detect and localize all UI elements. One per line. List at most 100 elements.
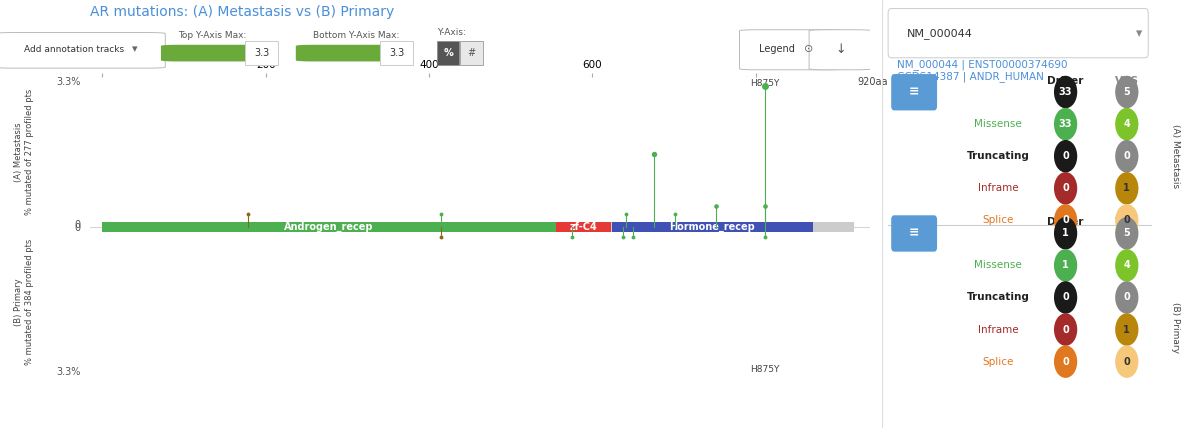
Text: 0: 0: [1062, 357, 1069, 367]
Text: 0: 0: [74, 220, 80, 230]
Text: Hormone_recep: Hormone_recep: [670, 222, 755, 232]
Bar: [557, 222, 611, 232]
Bar: [437, 42, 460, 65]
Text: Truncating: Truncating: [967, 151, 1030, 161]
Text: 0: 0: [1062, 292, 1069, 303]
Text: 0: 0: [1062, 324, 1069, 335]
Text: zf-C4: zf-C4: [570, 222, 598, 232]
Text: Add annotation tracks: Add annotation tracks: [24, 45, 125, 54]
Text: ↓: ↓: [835, 43, 846, 56]
Text: (A) Metastasis: (A) Metastasis: [1171, 124, 1181, 188]
Text: 0: 0: [74, 223, 80, 233]
Text: ≡: ≡: [908, 86, 919, 98]
Circle shape: [1115, 140, 1139, 172]
Text: Inframe: Inframe: [978, 183, 1019, 193]
Text: 5: 5: [1123, 228, 1130, 238]
Text: Splice: Splice: [983, 357, 1014, 367]
Text: 0: 0: [1123, 292, 1130, 303]
Text: 4: 4: [1123, 260, 1130, 270]
Circle shape: [1115, 204, 1139, 237]
Text: 33: 33: [1058, 119, 1073, 129]
FancyBboxPatch shape: [739, 30, 842, 70]
Text: NM_000044: NM_000044: [906, 28, 972, 39]
Text: VUS: VUS: [1115, 76, 1139, 86]
Text: 1: 1: [1062, 260, 1069, 270]
Text: #: #: [468, 48, 475, 57]
Circle shape: [1115, 76, 1139, 108]
Circle shape: [1115, 345, 1139, 378]
Text: 920aa: 920aa: [858, 77, 888, 87]
Bar: [461, 42, 482, 65]
Text: Legend: Legend: [758, 44, 794, 54]
Circle shape: [1054, 204, 1078, 237]
Circle shape: [1054, 76, 1078, 108]
Text: 0: 0: [1123, 215, 1130, 226]
Text: 33: 33: [1058, 87, 1073, 97]
Text: 3.3: 3.3: [389, 48, 404, 57]
Text: 0: 0: [1123, 151, 1130, 161]
FancyBboxPatch shape: [380, 42, 413, 65]
Text: Truncating: Truncating: [967, 292, 1030, 303]
Text: VUS: VUS: [1115, 217, 1139, 227]
Circle shape: [1054, 249, 1078, 282]
Text: (B) Primary: (B) Primary: [1171, 302, 1181, 353]
Text: 3.3: 3.3: [254, 48, 270, 57]
Text: ▾: ▾: [132, 44, 138, 54]
Text: CCDS14387 | ANDR_HUMAN: CCDS14387 | ANDR_HUMAN: [898, 71, 1044, 81]
Text: 3.3%: 3.3%: [56, 367, 80, 377]
Text: NM_000044 | ENST00000374690: NM_000044 | ENST00000374690: [898, 59, 1068, 70]
Circle shape: [1054, 281, 1078, 314]
Text: AR mutations: (A) Metastasis vs (B) Primary: AR mutations: (A) Metastasis vs (B) Prim…: [90, 5, 395, 19]
Text: ▾: ▾: [1136, 27, 1142, 40]
Circle shape: [1115, 249, 1139, 282]
Text: 1: 1: [1062, 228, 1069, 238]
Text: Missense: Missense: [974, 119, 1022, 129]
Text: 1: 1: [1123, 324, 1130, 335]
Circle shape: [1054, 140, 1078, 172]
Text: (A) Metastasis
% mutated of 277 profiled pts: (A) Metastasis % mutated of 277 profiled…: [14, 89, 34, 215]
Circle shape: [1115, 172, 1139, 205]
Text: 4: 4: [1123, 119, 1130, 129]
Circle shape: [1115, 217, 1139, 250]
Text: Inframe: Inframe: [978, 324, 1019, 335]
FancyBboxPatch shape: [892, 215, 937, 252]
Text: Splice: Splice: [983, 215, 1014, 226]
Text: 5: 5: [1123, 87, 1130, 97]
Text: %: %: [443, 48, 452, 57]
FancyBboxPatch shape: [0, 33, 166, 68]
Text: Y-Axis:: Y-Axis:: [437, 28, 466, 37]
Text: 0: 0: [1062, 151, 1069, 161]
Bar: [612, 222, 812, 232]
FancyBboxPatch shape: [295, 45, 396, 62]
Text: H875Y: H875Y: [750, 366, 779, 374]
Bar: [102, 222, 853, 232]
Circle shape: [1054, 108, 1078, 140]
FancyBboxPatch shape: [161, 45, 262, 62]
Text: Driver: Driver: [1048, 76, 1084, 86]
Text: ⊙: ⊙: [804, 44, 814, 54]
FancyBboxPatch shape: [809, 30, 871, 70]
Circle shape: [1054, 345, 1078, 378]
Text: Top Y-Axis Max:: Top Y-Axis Max:: [179, 31, 247, 40]
FancyBboxPatch shape: [892, 74, 937, 110]
Text: Androgen_recep: Androgen_recep: [284, 222, 373, 232]
Text: 1: 1: [1123, 183, 1130, 193]
Circle shape: [1054, 172, 1078, 205]
Circle shape: [1054, 217, 1078, 250]
Text: 0: 0: [1062, 215, 1069, 226]
Text: Missense: Missense: [974, 260, 1022, 270]
FancyBboxPatch shape: [888, 9, 1148, 58]
Text: 0: 0: [1123, 357, 1130, 367]
Text: (B) Primary
% mutated of 384 profiled pts: (B) Primary % mutated of 384 profiled pt…: [14, 239, 34, 365]
Circle shape: [1115, 281, 1139, 314]
Text: H875Y: H875Y: [750, 79, 779, 88]
Text: Driver: Driver: [1048, 217, 1084, 227]
Circle shape: [1115, 313, 1139, 346]
Text: Bottom Y-Axis Max:: Bottom Y-Axis Max:: [313, 31, 400, 40]
Text: 0: 0: [1062, 183, 1069, 193]
Text: ≡: ≡: [908, 227, 919, 240]
Bar: [102, 222, 556, 232]
Circle shape: [1115, 108, 1139, 140]
FancyBboxPatch shape: [245, 42, 278, 65]
Text: 3.3%: 3.3%: [56, 77, 80, 87]
